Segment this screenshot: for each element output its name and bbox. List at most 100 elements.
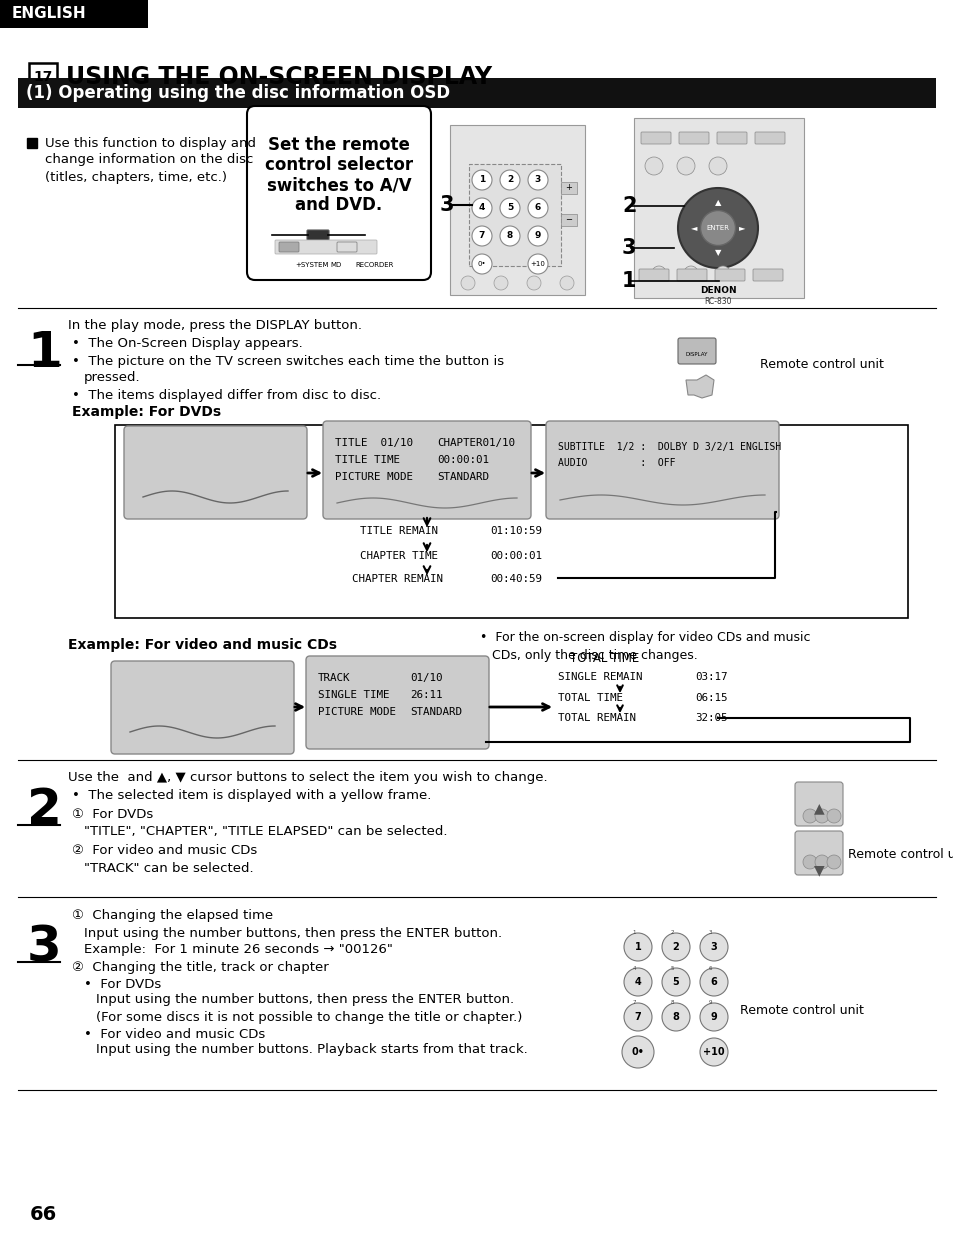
Text: 00:00:01: 00:00:01: [490, 550, 541, 562]
Circle shape: [826, 855, 841, 870]
Text: TOTAL REMAIN: TOTAL REMAIN: [558, 713, 636, 722]
Text: ▲: ▲: [714, 198, 720, 208]
Text: TRACK: TRACK: [317, 673, 350, 683]
Text: 5: 5: [506, 204, 513, 213]
Text: 7: 7: [632, 1001, 635, 1006]
Circle shape: [623, 969, 651, 996]
Circle shape: [661, 933, 689, 961]
Text: RECORDER: RECORDER: [355, 262, 393, 268]
Text: change information on the disc: change information on the disc: [45, 153, 253, 167]
Text: ►: ►: [738, 224, 744, 233]
FancyBboxPatch shape: [336, 242, 356, 252]
Text: 4: 4: [632, 966, 635, 971]
Circle shape: [559, 276, 574, 289]
Text: 2: 2: [27, 785, 62, 834]
FancyBboxPatch shape: [752, 268, 782, 281]
FancyBboxPatch shape: [717, 132, 746, 143]
Circle shape: [651, 266, 665, 280]
Text: Example: For video and music CDs: Example: For video and music CDs: [68, 638, 336, 652]
Text: STANDARD: STANDARD: [436, 473, 489, 482]
Circle shape: [527, 198, 547, 218]
FancyBboxPatch shape: [634, 118, 803, 298]
Text: 1: 1: [478, 176, 485, 184]
Text: 4: 4: [478, 204, 485, 213]
Text: 00:40:59: 00:40:59: [490, 574, 541, 584]
Text: ▼: ▼: [813, 863, 823, 877]
Circle shape: [814, 855, 828, 870]
Circle shape: [499, 226, 519, 246]
Text: 01/10: 01/10: [410, 673, 442, 683]
Text: PICTURE MODE: PICTURE MODE: [335, 473, 413, 482]
Text: 6: 6: [710, 977, 717, 987]
Text: 6: 6: [707, 966, 711, 971]
FancyBboxPatch shape: [0, 0, 148, 28]
Circle shape: [499, 169, 519, 190]
Text: •  The picture on the TV screen switches each time the button is: • The picture on the TV screen switches …: [71, 355, 503, 369]
Text: Set the remote: Set the remote: [268, 136, 410, 153]
Text: RC-830: RC-830: [703, 297, 731, 306]
Text: 3: 3: [439, 195, 454, 215]
FancyBboxPatch shape: [639, 268, 668, 281]
Text: 2: 2: [621, 195, 636, 216]
Text: 5: 5: [672, 977, 679, 987]
FancyBboxPatch shape: [323, 421, 531, 520]
FancyBboxPatch shape: [27, 139, 37, 148]
Text: CHAPTER REMAIN: CHAPTER REMAIN: [352, 574, 442, 584]
Text: •  The items displayed differ from disc to disc.: • The items displayed differ from disc t…: [71, 388, 381, 402]
Text: 66: 66: [30, 1206, 57, 1225]
FancyBboxPatch shape: [306, 656, 489, 748]
FancyBboxPatch shape: [274, 240, 376, 254]
Text: 8: 8: [670, 1001, 673, 1006]
Circle shape: [708, 157, 726, 174]
Text: Remote control unit: Remote control unit: [847, 849, 953, 861]
FancyBboxPatch shape: [29, 63, 57, 92]
Text: +10: +10: [530, 261, 545, 267]
Text: 01:10:59: 01:10:59: [490, 526, 541, 536]
Text: USING THE ON-SCREEN DISPLAY: USING THE ON-SCREEN DISPLAY: [66, 66, 492, 89]
Circle shape: [683, 266, 698, 280]
FancyBboxPatch shape: [640, 132, 670, 143]
Text: ②  Changing the title, track or chapter: ② Changing the title, track or chapter: [71, 960, 329, 974]
Circle shape: [623, 933, 651, 961]
Text: •  For DVDs: • For DVDs: [84, 977, 161, 991]
Text: STANDARD: STANDARD: [410, 708, 461, 717]
Text: ◄: ◄: [690, 224, 697, 233]
Text: CHAPTER TIME: CHAPTER TIME: [359, 550, 437, 562]
FancyBboxPatch shape: [124, 426, 307, 520]
Text: In the play mode, press the DISPLAY button.: In the play mode, press the DISPLAY butt…: [68, 319, 361, 333]
Text: 1: 1: [621, 271, 636, 291]
Text: Remote control unit: Remote control unit: [740, 1003, 863, 1017]
FancyBboxPatch shape: [545, 421, 779, 520]
Text: switches to A/V: switches to A/V: [267, 176, 411, 194]
Text: ②  For video and music CDs: ② For video and music CDs: [71, 845, 257, 857]
FancyBboxPatch shape: [677, 268, 706, 281]
Text: 6: 6: [535, 204, 540, 213]
Ellipse shape: [678, 188, 758, 268]
Circle shape: [472, 254, 492, 275]
Text: Example: For DVDs: Example: For DVDs: [71, 404, 221, 419]
Text: 06:15: 06:15: [695, 693, 727, 703]
Circle shape: [644, 157, 662, 174]
FancyBboxPatch shape: [560, 214, 577, 226]
Text: Input using the number buttons. Playback starts from that track.: Input using the number buttons. Playback…: [96, 1044, 527, 1056]
FancyBboxPatch shape: [18, 78, 935, 108]
Circle shape: [677, 157, 695, 174]
Text: control selector: control selector: [265, 156, 413, 174]
Text: •  The selected item is displayed with a yellow frame.: • The selected item is displayed with a …: [71, 789, 431, 803]
Text: 3: 3: [707, 930, 711, 935]
Text: (1) Operating using the disc information OSD: (1) Operating using the disc information…: [26, 84, 450, 101]
Text: 3: 3: [27, 923, 62, 971]
Circle shape: [526, 276, 540, 289]
Text: ENGLISH: ENGLISH: [12, 6, 87, 21]
Circle shape: [700, 1003, 727, 1030]
Text: 4: 4: [634, 977, 640, 987]
Ellipse shape: [700, 210, 735, 245]
Circle shape: [623, 1003, 651, 1030]
Text: ▲: ▲: [813, 802, 823, 815]
FancyBboxPatch shape: [450, 125, 584, 294]
FancyBboxPatch shape: [469, 165, 560, 266]
Text: SINGLE REMAIN: SINGLE REMAIN: [558, 672, 641, 682]
Text: TITLE TIME: TITLE TIME: [335, 455, 399, 465]
Circle shape: [802, 855, 816, 870]
Circle shape: [700, 969, 727, 996]
